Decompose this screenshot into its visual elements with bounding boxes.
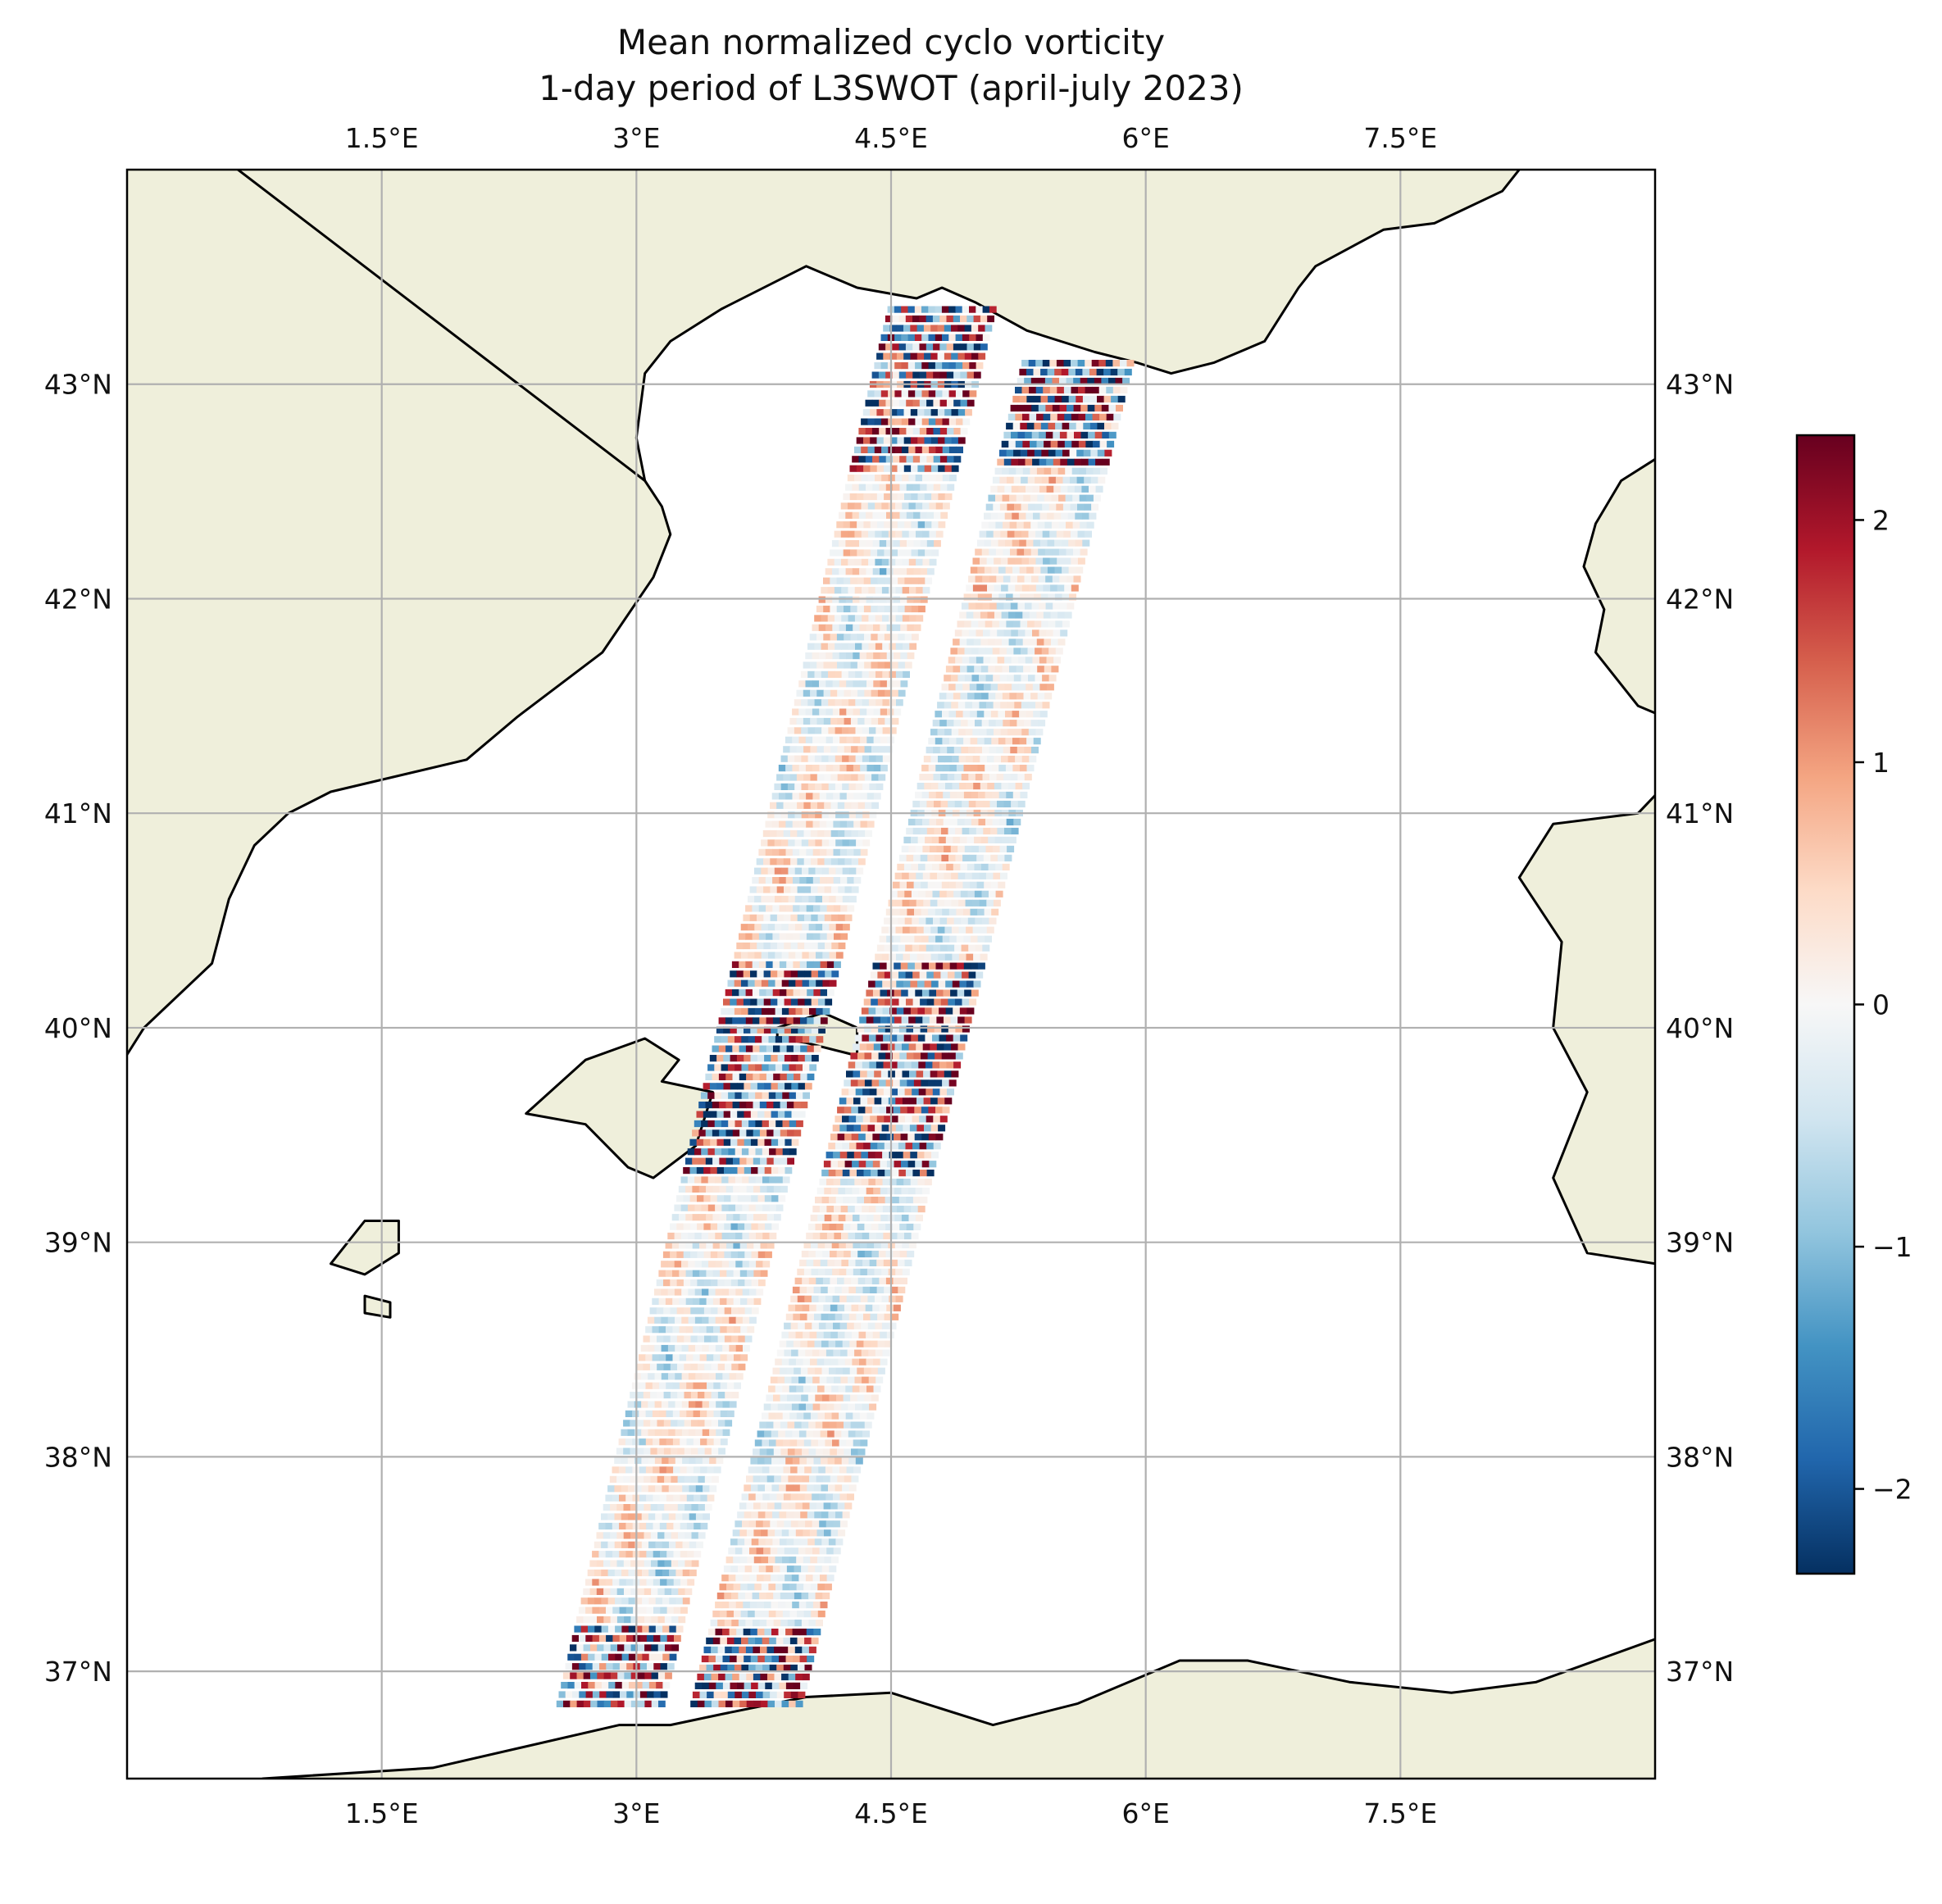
x-tick-label-top: 7.5°E bbox=[1363, 122, 1437, 154]
y-tick-label-right: 42°N bbox=[1666, 583, 1734, 615]
colorbar: −2 −1 0 1 2 bbox=[1795, 434, 1912, 1575]
land-africa bbox=[262, 1638, 1655, 1779]
y-tick-label-right: 43°N bbox=[1666, 369, 1734, 401]
swath-layer bbox=[556, 306, 1135, 1707]
grid-layer bbox=[127, 170, 1655, 1779]
land-sardinia bbox=[1517, 793, 1655, 1266]
colorbar-tick-label: 2 bbox=[1872, 504, 1890, 536]
y-tick-label-left: 43°N bbox=[44, 369, 112, 401]
y-tick-label-left: 37°N bbox=[44, 1656, 112, 1688]
y-tick-label-right: 37°N bbox=[1666, 1656, 1734, 1688]
y-tick-label-left: 42°N bbox=[44, 583, 112, 615]
plot-frame bbox=[125, 168, 1657, 1780]
colorbar-tick-label: −1 bbox=[1872, 1231, 1912, 1263]
chart-subtitle: 1-day period of L3SWOT (april-july 2023) bbox=[539, 68, 1244, 108]
colorbar-bar bbox=[1795, 434, 1856, 1575]
colorbar-tick-label: 0 bbox=[1872, 989, 1890, 1021]
x-tick-label-bottom: 3°E bbox=[612, 1797, 660, 1829]
land-corsica bbox=[1582, 457, 1655, 715]
colorbar-tick-label: −2 bbox=[1872, 1474, 1912, 1506]
chart-title-block: Mean normalized cyclo vorticity 1-day pe… bbox=[127, 20, 1655, 111]
y-tick-label-left: 39°N bbox=[44, 1227, 112, 1259]
x-tick-label-top: 4.5°E bbox=[854, 122, 928, 154]
swath-2 bbox=[690, 360, 1135, 1707]
y-tick-label-left: 41°N bbox=[44, 797, 112, 829]
swath-1 bbox=[556, 306, 997, 1707]
land-spain bbox=[127, 170, 672, 1057]
x-tick-label-bottom: 4.5°E bbox=[854, 1797, 928, 1829]
land-layer bbox=[127, 170, 1655, 1779]
y-tick-label-right: 39°N bbox=[1666, 1227, 1734, 1259]
y-tick-label-left: 38°N bbox=[44, 1441, 112, 1473]
x-tick-label-bottom: 1.5°E bbox=[345, 1797, 419, 1829]
x-tick-label-top: 3°E bbox=[612, 122, 660, 154]
chart-title: Mean normalized cyclo vorticity bbox=[616, 22, 1166, 62]
colorbar-tick-label: 1 bbox=[1872, 747, 1890, 779]
x-tick-label-top: 1.5°E bbox=[345, 122, 419, 154]
x-tick-label-bottom: 6°E bbox=[1121, 1797, 1169, 1829]
land-mallorca bbox=[525, 1037, 714, 1179]
x-tick-label-top: 6°E bbox=[1121, 122, 1169, 154]
x-tick-label-bottom: 7.5°E bbox=[1363, 1797, 1437, 1829]
y-tick-label-right: 40°N bbox=[1666, 1012, 1734, 1044]
y-tick-label-right: 41°N bbox=[1666, 797, 1734, 829]
y-tick-label-left: 40°N bbox=[44, 1012, 112, 1044]
tick-layer: 1.5°E 1.5°E 3°E 3°E 4.5°E 4.5°E 6°E 6°E 7.5°E 7.5… bbox=[44, 122, 1734, 1829]
y-tick-label-right: 38°N bbox=[1666, 1441, 1734, 1473]
